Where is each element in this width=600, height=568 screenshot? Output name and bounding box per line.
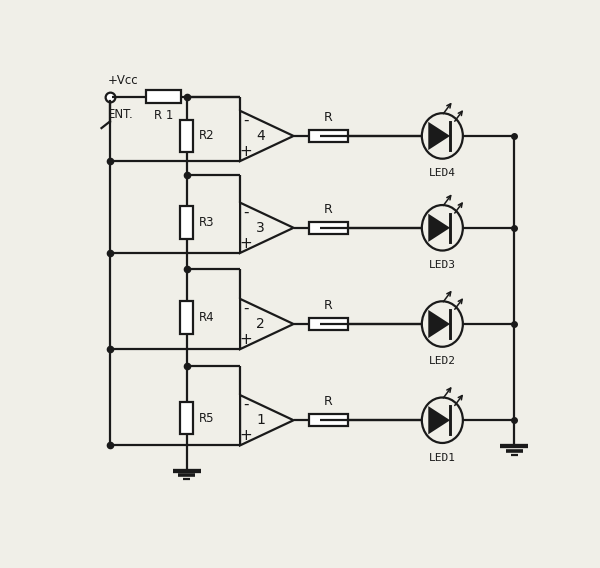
Text: -: - [244,397,249,412]
Text: R: R [324,111,333,124]
Text: R4: R4 [199,311,214,324]
Bar [180,119,193,152]
Bar [146,90,181,103]
Text: LED2: LED2 [429,356,456,366]
Text: R3: R3 [199,216,214,229]
Text: -: - [244,301,249,316]
Text: +: + [240,144,253,159]
Polygon shape [428,214,450,242]
Text: +: + [240,236,253,251]
Text: R2: R2 [199,130,214,143]
Text: LED4: LED4 [429,168,456,178]
Polygon shape [428,406,450,435]
Text: -: - [244,113,249,128]
Text: +: + [240,332,253,347]
Text: R: R [324,203,333,215]
Text: R5: R5 [199,412,214,424]
Polygon shape [428,122,450,150]
Text: LED3: LED3 [429,260,456,270]
Text: 2: 2 [256,317,265,331]
Bar [180,301,193,334]
Text: +: + [240,428,253,443]
Bar [180,206,193,239]
Polygon shape [428,310,450,338]
Bar [180,402,193,435]
Text: R 1: R 1 [154,109,173,122]
Text: 4: 4 [256,129,265,143]
Bar [308,222,348,234]
Bar [308,130,348,142]
Bar [308,318,348,330]
Text: +Vcc: +Vcc [107,74,138,87]
Text: 1: 1 [256,414,265,427]
Text: -: - [244,205,249,220]
Text: R: R [324,395,333,408]
Text: ENT.: ENT. [107,107,133,120]
Text: 3: 3 [256,221,265,235]
Text: R: R [324,299,333,312]
Bar [308,414,348,427]
Text: LED1: LED1 [429,453,456,462]
